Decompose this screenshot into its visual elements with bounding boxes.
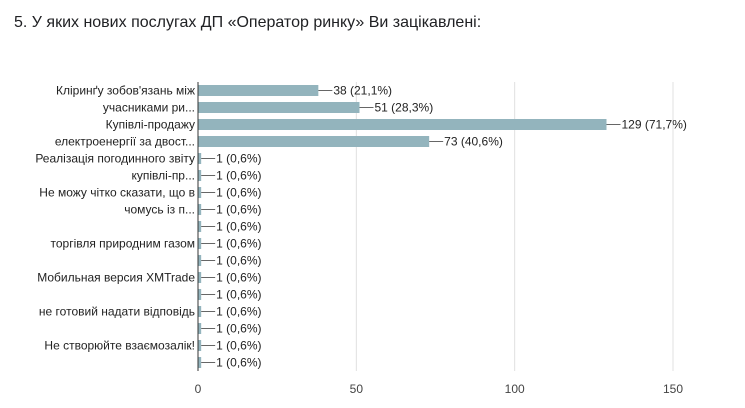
bar — [198, 340, 202, 351]
chart-bars — [198, 85, 607, 368]
bar — [198, 306, 202, 317]
data-label: 1 (0,6%) — [216, 237, 261, 251]
x-tick-label: 100 — [505, 382, 525, 396]
category-label: Не можу чітко сказати, що в — [39, 186, 195, 200]
bar — [198, 238, 202, 249]
x-tick-label: 0 — [195, 382, 202, 396]
data-label: 1 (0,6%) — [216, 339, 261, 353]
question-title: 5. У яких нових послугах ДП «Оператор ри… — [14, 14, 482, 31]
chart-grid — [355, 82, 674, 371]
data-label: 1 (0,6%) — [216, 203, 261, 217]
bar — [198, 255, 202, 266]
category-label: Реалізація погодинного звіту — [35, 152, 195, 166]
category-label: учасниками ри... — [103, 101, 195, 115]
chart-category-labels: Кліринґу зобов'язань між учасниками ри...… — [35, 84, 195, 353]
data-label: 129 (71,7%) — [622, 118, 687, 132]
chart-leader-lines — [201, 90, 621, 363]
data-label: 1 (0,6%) — [216, 322, 261, 336]
category-label: електроенергії за двост... — [55, 135, 195, 149]
x-tick-label: 150 — [663, 382, 683, 396]
data-label: 1 (0,6%) — [216, 288, 261, 302]
data-label: 73 (40,6%) — [444, 135, 503, 149]
bar — [198, 102, 360, 113]
chart-x-tick-labels: 0 50 100 150 — [195, 382, 684, 396]
bar — [198, 357, 202, 368]
data-label: 1 (0,6%) — [216, 271, 261, 285]
bar — [198, 221, 202, 232]
category-label: чомусь із п... — [124, 203, 195, 217]
category-label: купівлі-пр... — [132, 169, 196, 183]
category-label: Купівлі-продажу — [106, 118, 195, 132]
category-label: Не створюйте взаємозалік! — [44, 339, 195, 353]
data-label: 1 (0,6%) — [216, 305, 261, 319]
bar — [198, 153, 202, 164]
x-tick-label: 50 — [350, 382, 364, 396]
bar — [198, 85, 319, 96]
category-label: не готовий надати відповідь — [39, 305, 195, 319]
data-label: 51 (28,3%) — [375, 101, 434, 115]
data-label: 1 (0,6%) — [216, 220, 261, 234]
bar — [198, 119, 607, 130]
category-label: Мобильная версия XMTrade — [37, 271, 195, 285]
bar — [198, 289, 202, 300]
bar — [198, 323, 202, 334]
data-label: 1 (0,6%) — [216, 169, 261, 183]
bar — [198, 272, 202, 283]
bar — [198, 136, 430, 147]
bar — [198, 170, 202, 181]
bar — [198, 204, 202, 215]
bar — [198, 187, 202, 198]
category-label: торгівля природним газом — [50, 237, 195, 251]
chart-value-labels: 38 (21,1%) 51 (28,3%) 129 (71,7%) 73 (40,6%… — [216, 84, 687, 370]
data-label: 1 (0,6%) — [216, 186, 261, 200]
data-label: 1 (0,6%) — [216, 152, 261, 166]
data-label: 1 (0,6%) — [216, 356, 261, 370]
data-label: 1 (0,6%) — [216, 254, 261, 268]
data-label: 38 (21,1%) — [333, 84, 392, 98]
category-label: Кліринґу зобов'язань між — [56, 84, 195, 98]
